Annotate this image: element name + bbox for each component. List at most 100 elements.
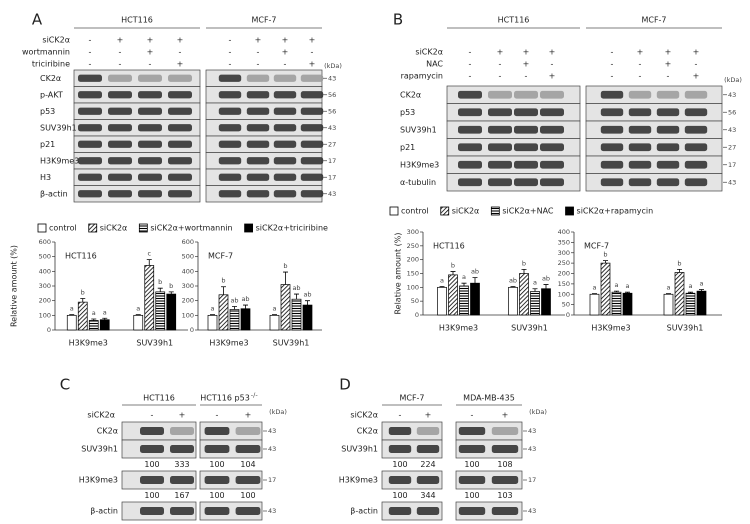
band xyxy=(656,160,680,169)
error-bar xyxy=(677,268,682,273)
band xyxy=(235,427,261,435)
protein-label: p53 xyxy=(40,107,55,116)
sign: - xyxy=(667,72,670,81)
kda: 17 xyxy=(528,476,536,484)
condition-label: siCK2α xyxy=(42,36,70,45)
band xyxy=(273,157,297,165)
band xyxy=(108,107,132,115)
band xyxy=(514,125,538,134)
sign: - xyxy=(89,36,92,45)
error-bar xyxy=(603,260,608,264)
quantification: 224 xyxy=(420,460,435,469)
y-tick-label: 100 xyxy=(182,311,194,319)
band xyxy=(488,108,512,117)
protein-label: CK2α xyxy=(400,90,421,99)
legend-swatch xyxy=(244,223,254,233)
kda: 43 xyxy=(328,124,336,132)
band xyxy=(108,74,132,82)
error-bar xyxy=(450,271,456,275)
band xyxy=(540,125,564,134)
protein-label: β-actin xyxy=(90,507,118,516)
significance-letter: b xyxy=(221,277,225,285)
sign: + xyxy=(502,411,509,420)
band xyxy=(108,190,132,198)
sign: + xyxy=(425,411,432,420)
significance-letter: a xyxy=(667,284,671,292)
band xyxy=(170,476,194,484)
bar xyxy=(166,293,177,331)
cell-line-header: HCT116 p53 xyxy=(200,394,250,403)
band xyxy=(458,90,482,99)
sign: + xyxy=(665,60,672,69)
band xyxy=(300,107,324,115)
sign: + xyxy=(549,72,556,81)
significance-letter: a xyxy=(273,305,277,313)
band xyxy=(300,190,324,198)
bar xyxy=(99,319,110,331)
band xyxy=(458,507,486,515)
legend-swatch xyxy=(88,223,98,233)
y-tick-label: 250 xyxy=(558,259,570,267)
quantification: 167 xyxy=(174,491,189,500)
x-tick-label: H3K9me3 xyxy=(439,324,478,333)
y-tick-label: 200 xyxy=(558,270,570,278)
band xyxy=(656,178,680,187)
band xyxy=(600,160,624,169)
band xyxy=(514,178,538,187)
sign: + xyxy=(117,36,124,45)
band xyxy=(273,190,297,198)
bar xyxy=(291,298,302,331)
band xyxy=(488,143,512,152)
y-tick-label: 300 xyxy=(182,282,194,290)
significance-letter: b xyxy=(158,278,162,286)
band xyxy=(540,90,564,99)
blot-frame xyxy=(381,439,443,459)
error-bar xyxy=(69,314,75,316)
y-tick-label: 100 xyxy=(558,290,570,298)
band xyxy=(514,143,538,152)
band xyxy=(273,107,297,115)
legend-swatch xyxy=(37,223,47,233)
sign: - xyxy=(229,36,232,45)
bar xyxy=(508,286,518,316)
band xyxy=(656,125,680,134)
y-tick-label: 300 xyxy=(558,249,570,257)
kda: 17 xyxy=(328,157,336,165)
protein-label: H3K9me3 xyxy=(79,476,118,485)
error-bar xyxy=(666,293,671,295)
band xyxy=(168,107,192,115)
band xyxy=(458,160,482,169)
band xyxy=(218,91,242,99)
band xyxy=(684,90,708,99)
y-tick-label: 350 xyxy=(558,238,570,246)
cell-line-header: MCF-7 xyxy=(399,394,424,403)
condition-label: wortmannin xyxy=(22,48,70,57)
significance-letter: b xyxy=(677,259,681,267)
kda-unit: (kDa) xyxy=(529,408,547,416)
band xyxy=(273,91,297,99)
y-tick-label: 0 xyxy=(190,326,194,334)
protein-label: CK2α xyxy=(40,74,61,83)
error-bar xyxy=(283,271,288,285)
band xyxy=(458,125,482,134)
bar xyxy=(541,288,551,316)
sign: + xyxy=(309,36,316,45)
band xyxy=(684,108,708,117)
sign: - xyxy=(695,60,698,69)
band xyxy=(138,157,162,165)
band xyxy=(684,178,708,187)
band xyxy=(300,140,324,148)
band xyxy=(300,157,324,165)
kda: 27 xyxy=(328,140,336,148)
sign: - xyxy=(469,60,472,69)
band xyxy=(388,476,412,484)
sign: - xyxy=(257,60,260,69)
band xyxy=(491,507,519,515)
y-tick-label: 200 xyxy=(39,297,51,305)
sign: - xyxy=(611,60,614,69)
sign: + xyxy=(523,48,530,57)
condition-label: rapamycin xyxy=(401,72,443,81)
bar xyxy=(280,284,291,331)
significance-letter: c xyxy=(147,250,151,258)
band xyxy=(170,507,194,515)
